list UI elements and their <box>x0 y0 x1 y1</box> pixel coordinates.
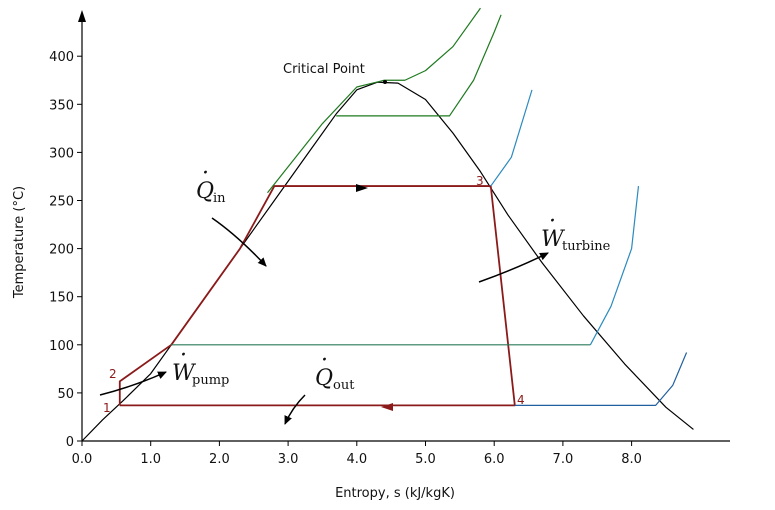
w-turbine-dot: · <box>549 209 556 234</box>
w-pump-symbol: W <box>172 361 197 386</box>
x-tick-label: 8.0 <box>621 452 642 467</box>
q-out-arrow <box>284 394 306 425</box>
w-turbine-symbol: W <box>541 227 566 252</box>
y-tick-group: 0 50 100 150 200 250 300 350 400 <box>49 50 82 450</box>
w-pump-subscript: pump <box>192 373 229 388</box>
series-line <box>589 186 640 346</box>
y-tick-label: 0 <box>66 435 74 450</box>
w-turbine-arrow <box>478 252 549 283</box>
critical-point-marker <box>383 80 387 84</box>
series-line <box>336 14 502 117</box>
q-in-symbol: Q <box>196 179 214 204</box>
series-line <box>118 185 516 407</box>
state-2-label: 2 <box>109 367 117 381</box>
series-group <box>81 7 694 442</box>
process-arrow-2-3 <box>356 184 368 192</box>
series-line <box>514 352 688 407</box>
x-tick-label: 1.0 <box>140 452 161 467</box>
y-tick-label: 400 <box>49 50 74 65</box>
q-out-symbol: Q <box>315 366 333 391</box>
state-4-label: 4 <box>517 393 525 407</box>
x-tick-label: 3.0 <box>278 452 299 467</box>
y-tick-label: 100 <box>49 339 74 354</box>
q-out-subscript: out <box>333 378 355 393</box>
y-axis-arrow-icon <box>78 10 86 22</box>
w-pump-dot: · <box>180 343 187 368</box>
q-in-subscript: in <box>213 191 226 206</box>
y-tick-label: 350 <box>49 98 74 113</box>
state-3-label: 3 <box>476 174 484 188</box>
y-tick-label: 250 <box>49 195 74 210</box>
x-tick-label: 5.0 <box>415 452 436 467</box>
w-turbine-subscript: turbine <box>562 239 611 254</box>
w-pump-arrow <box>99 371 167 396</box>
q-in-dot: · <box>202 161 209 186</box>
y-tick-label: 300 <box>49 146 74 161</box>
q-in-arrow <box>211 217 267 267</box>
critical-point-label: Critical Point <box>283 62 365 77</box>
x-tick-group: 0.0 1.0 2.0 3.0 4.0 5.0 6.0 7.0 8.0 <box>72 441 642 467</box>
y-axis-title: Temperature (°C) <box>12 186 27 299</box>
series-line <box>81 81 694 442</box>
x-axis-title: Entropy, s (kJ/kgK) <box>335 486 455 501</box>
y-tick-label: 150 <box>49 291 74 306</box>
y-tick-label: 50 <box>57 387 74 402</box>
x-tick-label: 4.0 <box>346 452 367 467</box>
y-tick-label: 200 <box>49 243 74 258</box>
x-tick-label: 6.0 <box>484 452 505 467</box>
x-tick-label: 0.0 <box>72 452 93 467</box>
state-1-label: 1 <box>103 401 111 415</box>
x-tick-label: 7.0 <box>553 452 574 467</box>
process-arrow-4-1 <box>381 403 393 411</box>
x-tick-label: 2.0 <box>209 452 230 467</box>
series-line <box>490 89 533 187</box>
series-line <box>267 7 481 194</box>
q-out-dot: · <box>321 348 328 373</box>
